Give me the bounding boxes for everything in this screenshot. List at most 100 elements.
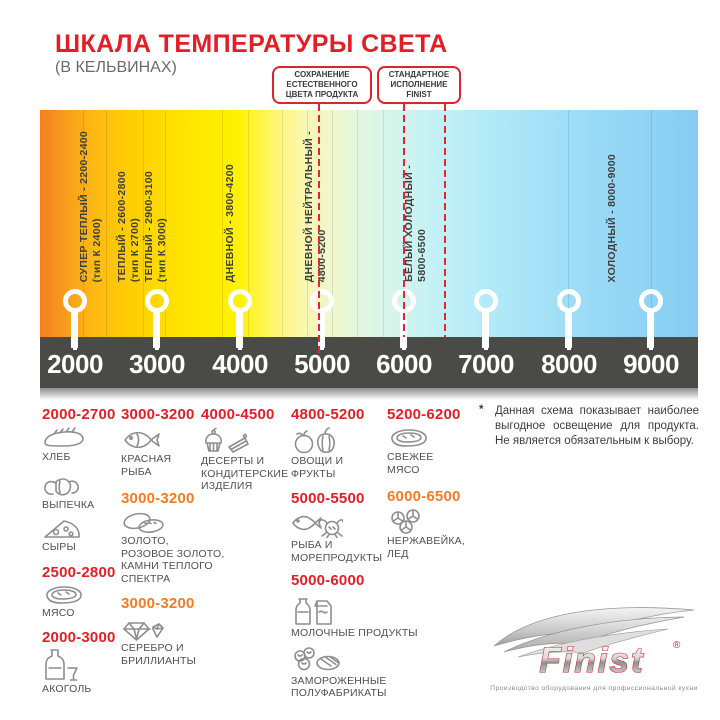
- dessert-icon: [205, 427, 249, 453]
- product-label: ДЕСЕРТЫ И КОНДИТЕРСКИЕ ИЗДЕЛИЯ: [201, 455, 289, 492]
- diamond-icon: [123, 622, 164, 641]
- scale-marker-ring: [474, 289, 498, 313]
- scale-marker-stem: [153, 311, 160, 348]
- zone-divider: [651, 110, 652, 337]
- zone-divider: [248, 110, 249, 337]
- finist-brand-text: Finist: [539, 641, 644, 680]
- grid-column-3: 4000-4500 ДЕСЕРТЫ И КОНДИТЕРСКИЕ ИЗДЕЛИЯ: [201, 400, 293, 493]
- page-subtitle: (В КЕЛЬВИНАХ): [55, 59, 177, 76]
- footnote: * Данная схема показывает наиболее выгод…: [479, 404, 699, 449]
- scale-marker-stem: [482, 311, 489, 348]
- product-label: ВЫПЕЧКА: [42, 498, 95, 511]
- product-recommendations-grid: 2000-2700 ХЛЕБ ВЫПЕЧКА СЫРЫ 2500-2800: [0, 400, 720, 720]
- product-label: СЫРЫ: [42, 541, 76, 553]
- scale-marker-ring: [145, 289, 169, 313]
- product-label: ОВОЩИ И ФРУКТЫ: [291, 455, 344, 480]
- footnote-text: Данная схема показывает наиболее выгодно…: [495, 405, 699, 447]
- fruit-icon: [294, 427, 335, 454]
- range-badge: 3000-3200: [121, 595, 195, 612]
- scale-label-9000: 9000: [623, 349, 679, 379]
- scale-label-6000: 6000: [376, 349, 432, 379]
- product-label: АКОГОЛЬ: [42, 683, 92, 695]
- range-badge: 2500-2800: [42, 563, 116, 581]
- zone-divider: [165, 110, 166, 337]
- zone-label-warm-3000: ТЕПЛЫЙ - 2900-3100 (тип К 3000): [143, 170, 168, 282]
- product-label: МЯСО: [42, 606, 75, 619]
- finist-logo: Finist ® Производство оборудования для п…: [488, 600, 700, 692]
- footnote-asterisk: *: [479, 404, 484, 416]
- product-label: КРАСНАЯ РЫБА: [121, 453, 172, 478]
- scale-marker-stem: [318, 311, 325, 348]
- range-badge: 5200-6200: [387, 406, 461, 423]
- zone-divider: [307, 110, 308, 337]
- product-label: РЫБА И МОРЕПРОДУКТЫ: [291, 539, 383, 564]
- zone-divider: [383, 110, 384, 337]
- range-badge: 5000-6000: [291, 572, 365, 589]
- scale-marker-stem: [647, 311, 654, 348]
- range-badge: 3000-3200: [121, 406, 195, 423]
- finist-wing-logo: Finist ®: [493, 607, 695, 681]
- product-label: ЗОЛОТО, РОЗОВОЕ ЗОЛОТО, КАМНИ ТЕПЛОГО СП…: [121, 535, 225, 585]
- zone-label-neutral: ДНЕВНОЙ НЕЙТРАЛЬНЫЙ - 4800-5200: [303, 130, 328, 282]
- rings-icon: [123, 512, 164, 533]
- scale-label-8000: 8000: [541, 349, 597, 379]
- range-badge: 2000-3000: [42, 629, 116, 646]
- zone-label-cold: ХОЛОДНЫЙ - 8000-9000: [606, 153, 618, 282]
- zone-divider: [222, 110, 223, 337]
- range-badge: 6000-6500: [387, 488, 461, 505]
- dashed-marker-6500: [444, 104, 446, 337]
- zone-divider: [332, 110, 333, 337]
- alcohol-icon: [45, 649, 78, 681]
- scale-label-7000: 7000: [458, 349, 514, 379]
- product-label: СЕРЕБРО И БРИЛЛИАНТЫ: [121, 642, 197, 667]
- range-badge: 5000-5500: [291, 490, 365, 507]
- fresh-meat-icon: [391, 429, 427, 447]
- grid-column-2: 3000-3200 КРАСНАЯ РЫБА 3000-3200 ЗОЛОТО,…: [121, 400, 225, 667]
- seafood-icon: [292, 515, 343, 538]
- temperature-gradient-band: СУПЕР ТЕПЛЫЙ - 2200-2400 (тип К 2400) ТЕ…: [40, 110, 698, 337]
- scale-label-2000: 2000: [47, 349, 103, 379]
- grid-column-1: 2000-2700 ХЛЕБ ВЫПЕЧКА СЫРЫ 2500-2800: [42, 400, 120, 696]
- scale-label-4000: 4000: [212, 349, 268, 379]
- zone-divider: [568, 110, 569, 337]
- logo-tagline: Производство оборудования для профессион…: [490, 685, 698, 692]
- product-label: ХЛЕБ: [42, 451, 71, 463]
- scale-marker-ring: [228, 289, 252, 313]
- product-label: НЕРЖАВЕЙКА, ЛЕД: [387, 535, 465, 560]
- range-badge: 2000-2700: [42, 406, 116, 423]
- range-badge: 4000-4500: [201, 406, 275, 423]
- croissant-icon: [44, 477, 79, 496]
- scale-label-5000: 5000: [294, 349, 350, 379]
- product-label: ЗАМОРОЖЕННЫЕ ПОЛУФАБРИКАТЫ: [291, 674, 387, 700]
- product-label: СВЕЖЕЕ МЯСО: [387, 451, 434, 476]
- scale-bar-shadow: [40, 388, 698, 400]
- dashed-marker-5000: [318, 104, 320, 353]
- range-badge: 3000-3200: [121, 490, 195, 507]
- scale-marker-ring: [63, 289, 87, 313]
- dashed-marker-6000: [403, 104, 405, 337]
- scale-marker-stem: [565, 311, 572, 348]
- scale-marker-stem: [71, 311, 78, 348]
- bread-icon: [44, 427, 84, 447]
- scale-marker-ring: [310, 289, 334, 313]
- dairy-icon: [295, 598, 332, 625]
- cheese-icon: [44, 520, 80, 538]
- grid-column-5: 5200-6200 СВЕЖЕЕ МЯСО 6000-6500 НЕРЖАВЕЙ…: [387, 400, 479, 560]
- product-label: МОЛОЧНЫЕ ПРОДУКТЫ: [291, 627, 418, 639]
- kelvin-scale-bar: [40, 337, 698, 388]
- zone-label-warm-2700: ТЕПЛЫЙ - 2600-2800 (тип К 2700): [116, 170, 141, 282]
- registered-mark: ®: [673, 640, 681, 651]
- callout-natural-color: СОХРАНЕНИЕ ЕСТЕСТВЕННОГО ЦВЕТА ПРОДУКТА: [272, 66, 372, 104]
- zone-divider: [106, 110, 107, 337]
- page-title: ШКАЛА ТЕМПЕРАТУРЫ СВЕТА: [55, 30, 448, 58]
- zone-label-super-warm: СУПЕР ТЕПЛЫЙ - 2200-2400 (тип К 2400): [78, 130, 103, 282]
- fish-icon: [124, 431, 160, 449]
- scale-label-3000: 3000: [129, 349, 185, 379]
- callout-finist-standard: СТАНДАРТНОЕ ИСПОЛНЕНИЕ FINIST: [377, 66, 461, 104]
- meat-icon: [46, 585, 82, 604]
- zone-divider: [282, 110, 283, 337]
- zone-divider: [83, 110, 84, 337]
- zone-divider: [357, 110, 358, 337]
- range-badge: 4800-5200: [291, 406, 365, 423]
